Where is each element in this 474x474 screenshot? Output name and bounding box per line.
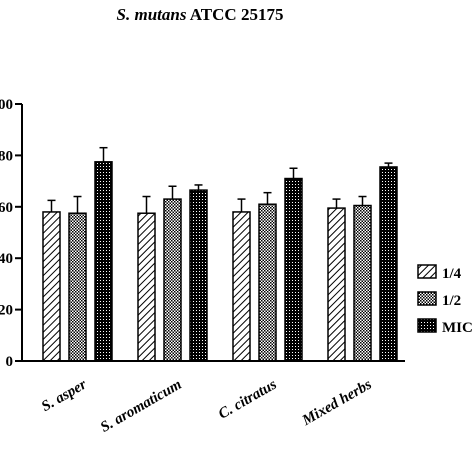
legend: 1/4 1/2 MIC	[417, 264, 473, 336]
x-tick-label: S. asper	[39, 377, 90, 416]
bar	[163, 198, 182, 362]
legend-swatch	[417, 291, 437, 306]
y-tick-label: 60	[0, 200, 13, 216]
bar	[94, 161, 113, 362]
y-axis: 0 20 40 60 80 100	[0, 97, 23, 370]
bar	[353, 204, 372, 362]
bar	[137, 212, 156, 362]
bars	[42, 146, 398, 362]
x-axis: S. asper S. aromaticum C. citratus Mixed he…	[22, 360, 405, 436]
x-tick-label: Mixed herbs	[299, 377, 375, 430]
y-tick-label: 80	[0, 148, 13, 164]
bar	[379, 166, 398, 362]
bar	[232, 211, 251, 362]
y-tick-label: 100	[0, 97, 13, 113]
chart-title-strain: ATCC 25175	[186, 5, 283, 24]
bar	[258, 203, 277, 362]
bar	[284, 177, 303, 362]
chart-title: S. mutans ATCC 25175	[117, 5, 284, 24]
legend-swatch	[417, 264, 437, 279]
y-tick-label: 0	[6, 354, 14, 370]
bar	[327, 207, 346, 362]
x-tick-label: S. aromaticum	[98, 377, 185, 436]
x-tick-label: C. citratus	[216, 377, 280, 423]
bar	[42, 211, 61, 362]
y-tick-label: 20	[0, 303, 13, 319]
legend-label: 1/2	[442, 293, 461, 309]
chart-title-organism: S. mutans	[117, 5, 187, 24]
legend-label: 1/4	[442, 266, 462, 282]
y-tick-label: 40	[0, 251, 13, 267]
bar	[68, 212, 87, 362]
bar	[189, 189, 208, 362]
legend-swatch	[417, 318, 437, 333]
legend-label: MIC	[442, 320, 473, 336]
